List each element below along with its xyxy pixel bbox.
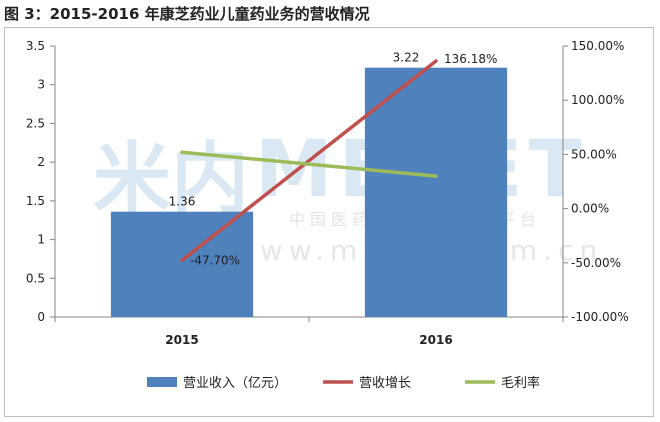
left-axis-ticks: 0 0.5 1 1.5 2 2.5 3 3.5 [26, 39, 55, 324]
x-axis-ticks: 2015 2016 [54, 317, 564, 347]
legend-label: 营业收入（亿元） [183, 376, 287, 391]
legend-item: 营收增长 [323, 376, 411, 391]
right-tick-label: 0.00% [571, 202, 609, 216]
bar [110, 211, 254, 317]
left-tick-label: 3.5 [26, 39, 45, 53]
legend-item: 毛利率 [465, 375, 540, 391]
legend: 营业收入（亿元） 营收增长 毛利率 [147, 375, 540, 391]
line-series [180, 59, 438, 263]
watermark-logo-cn: 米内 [93, 135, 249, 225]
data-labels: 1.36 3.22 -47.70% 136.18% [169, 51, 498, 268]
left-tick-label: 3 [37, 78, 45, 92]
x-tick-label: 2016 [419, 333, 452, 347]
bar-data-label: 1.36 [169, 195, 196, 209]
right-tick-label: -50.00% [571, 256, 621, 270]
chart-title: 图 3：2015-2016 年康芝药业儿童药业务的营收情况 [4, 5, 370, 23]
bar-series [110, 67, 508, 318]
left-tick-label: 2 [37, 155, 45, 169]
left-tick-label: 0 [37, 310, 45, 324]
chart: 米内 MENET 中国医药健康信息第一平台 www.menet.com.cn 0… [26, 39, 629, 391]
legend-swatch [147, 377, 177, 387]
left-tick-label: 2.5 [26, 116, 45, 130]
right-tick-label: -100.00% [571, 310, 629, 324]
right-tick-label: 150.00% [571, 39, 624, 53]
right-tick-label: 50.00% [571, 147, 617, 161]
right-axis-ticks: -100.00% -50.00% 0.00% 50.00% 100.00% 150.00% [563, 39, 629, 324]
legend-label: 毛利率 [501, 375, 540, 391]
series-line [180, 59, 438, 263]
chart-frame: 米内 MENET 中国医药健康信息第一平台 www.menet.com.cn 0… [4, 27, 654, 417]
series-line [180, 150, 438, 178]
left-tick-label: 1 [37, 233, 45, 247]
x-tick-label: 2015 [165, 333, 198, 347]
right-tick-label: 100.00% [571, 93, 624, 107]
bar-data-label: 3.22 [393, 51, 420, 65]
line-data-label: 136.18% [444, 52, 497, 66]
left-tick-label: 0.5 [26, 271, 45, 285]
line-data-label: -47.70% [190, 253, 240, 267]
left-tick-label: 1.5 [26, 194, 45, 208]
legend-label: 营收增长 [359, 376, 411, 391]
bar [364, 67, 508, 318]
legend-item: 营业收入（亿元） [147, 376, 287, 391]
